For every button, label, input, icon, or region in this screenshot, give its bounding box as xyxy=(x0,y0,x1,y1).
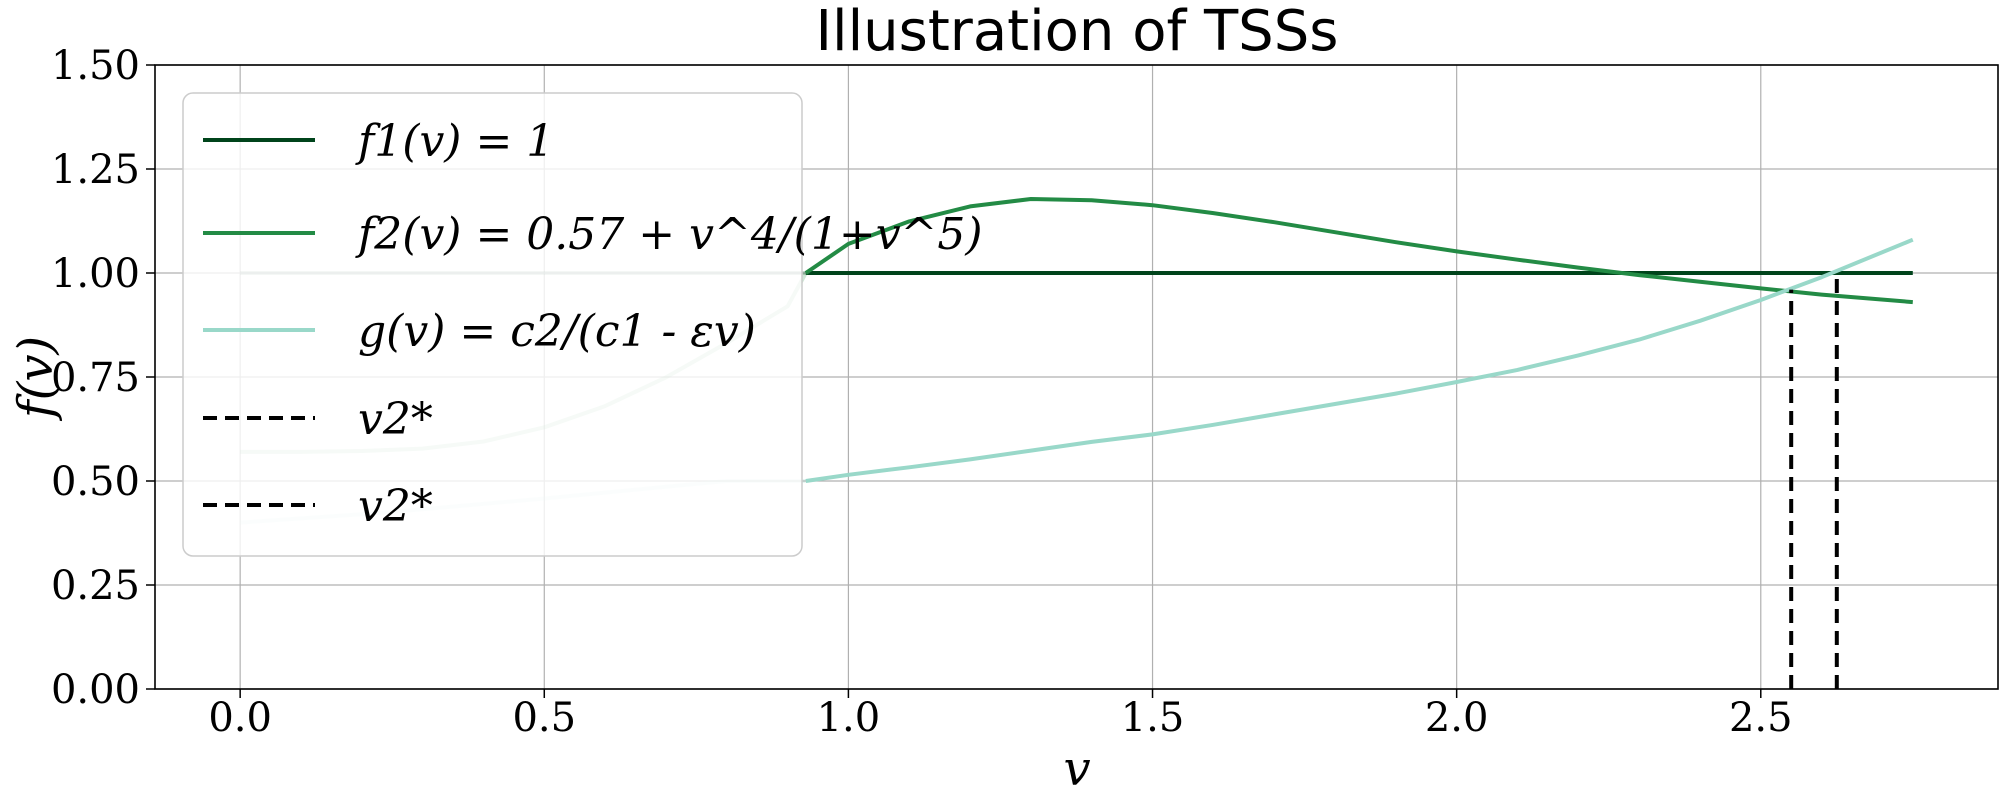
x-tick-label: 1.5 xyxy=(1121,695,1185,741)
series-1-line xyxy=(804,197,1913,305)
series-2-line xyxy=(805,237,1914,483)
y-tick-label: 0.75 xyxy=(51,355,140,401)
legend-label-3: v2* xyxy=(358,394,433,445)
x-tick-label: 1.0 xyxy=(817,695,881,741)
legend-label-1: f2(v) = 0.57 + v^4/(1+v^5) xyxy=(355,209,983,260)
chart-title: Illustration of TSSs xyxy=(816,0,1339,64)
x-tick-label: 2.5 xyxy=(1729,695,1793,741)
y-tick-label: 0.25 xyxy=(51,563,140,609)
legend-box xyxy=(182,92,803,557)
y-tick-label: 1.25 xyxy=(51,147,140,193)
x-tick-label: 2.0 xyxy=(1425,695,1489,741)
y-axis-label: f(v) xyxy=(8,336,64,421)
legend-label-2: g(v) = c2/(c1 - εv) xyxy=(358,306,756,357)
legend-label-4: v2* xyxy=(358,481,433,532)
x-axis-label: v xyxy=(1063,741,1090,797)
y-tick-label: 0.00 xyxy=(51,667,140,713)
x-tick-label: 0.0 xyxy=(208,695,272,741)
y-tick-label: 0.50 xyxy=(51,459,140,505)
legend: f1(v) = 1 f2(v) = 0.57 + v^4/(1+v^5) g(v) … xyxy=(182,92,983,557)
x-tick-label: 0.5 xyxy=(512,695,576,741)
legend-label-0: f1(v) = 1 xyxy=(355,116,554,167)
axis-ticks: 0.0 0.5 1.0 1.5 2.0 2.5 0.00 0.25 0.50 0.75 1.00 1.… xyxy=(51,43,1793,741)
y-tick-label: 1.50 xyxy=(51,43,140,89)
y-tick-label: 1.00 xyxy=(51,251,140,297)
